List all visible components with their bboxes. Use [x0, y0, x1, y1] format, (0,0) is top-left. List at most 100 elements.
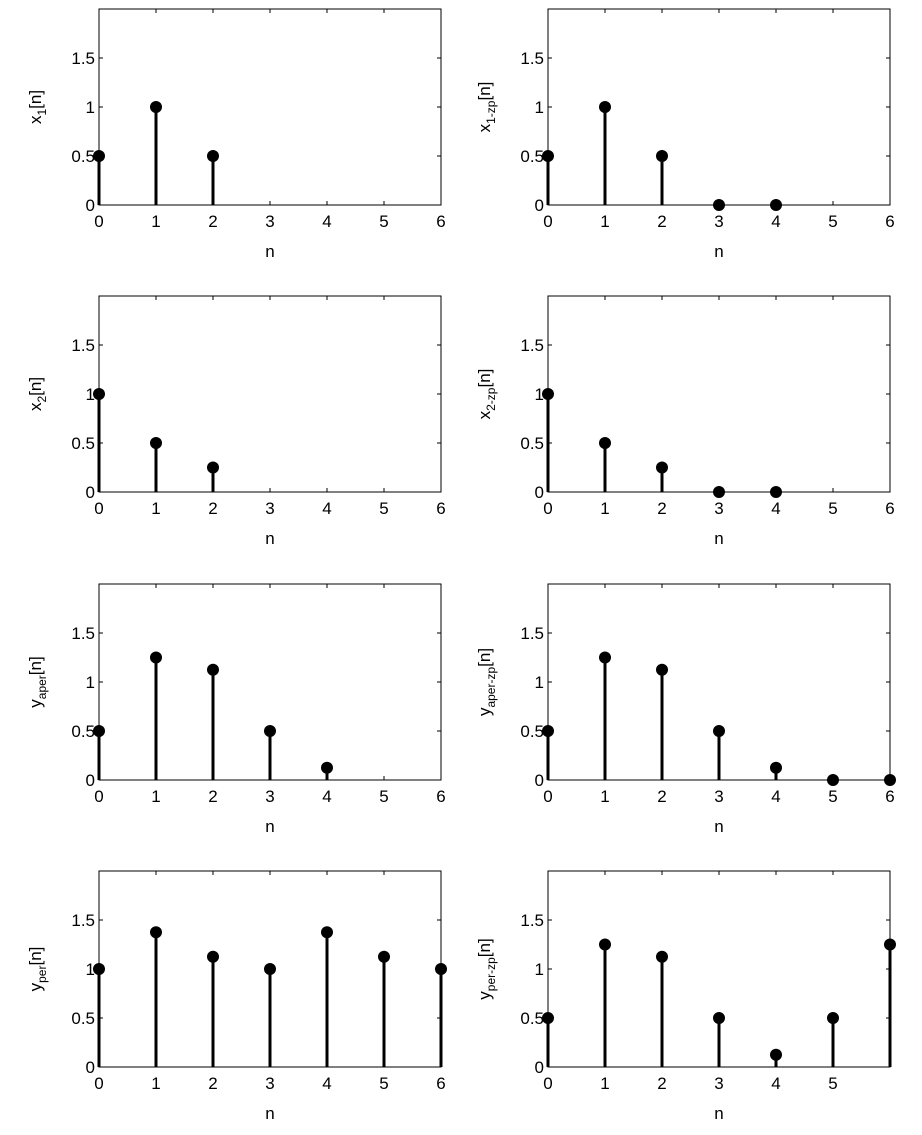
stem-marker: [321, 761, 333, 774]
subplot-5: 0 1 2 3 4 5 6 0 0.5 1 1.5 n yaper[n]: [26, 583, 446, 836]
subplot-8: 0 1 2 3 4 5 0 0.5 1 1.5 n yper-zp[n]: [475, 870, 896, 1123]
stem-marker: [656, 663, 668, 676]
stem-marker: [378, 950, 390, 963]
x-tick-label: 3: [265, 499, 274, 518]
stem-marker: [93, 150, 105, 162]
x-tick-label: 0: [543, 1074, 552, 1093]
y-label-base: y: [475, 991, 494, 1000]
stem-marker: [599, 938, 611, 951]
x-axis-label: n: [265, 529, 274, 548]
x-tick-label: 5: [379, 499, 388, 518]
stem-marker: [93, 388, 105, 400]
y-label-subscript: per-zp: [484, 957, 498, 991]
y-label-suffix: [n]: [26, 947, 45, 966]
y-tick-label: 0: [535, 771, 544, 790]
subplot-2: 0 1 2 3 4 5 6 0 0.5 1 1.5 n x1-zp[n]: [475, 8, 895, 261]
y-tick-label: 1: [86, 385, 95, 404]
stem-marker: [542, 725, 554, 737]
stem-marker: [599, 437, 611, 449]
x-tick-label: 5: [828, 1074, 837, 1093]
x-tick-label: 3: [265, 1074, 274, 1093]
y-tick-label: 1.5: [520, 624, 544, 643]
x-tick-label: 2: [657, 1074, 666, 1093]
y-tick-label: 1: [535, 673, 544, 692]
subplot-4: 0 1 2 3 4 5 6 0 0.5 1 1.5 n x2-zp[n]: [475, 295, 895, 548]
axes-box: [98, 295, 442, 493]
x-tick-label: 6: [885, 499, 894, 518]
x-tick-label: 3: [265, 212, 274, 231]
stem-marker: [542, 150, 554, 162]
y-axis-label: yper-zp[n]: [475, 938, 498, 999]
stem-marker: [542, 388, 554, 400]
y-tick-label: 0.5: [520, 434, 544, 453]
stem-marker: [770, 761, 782, 774]
stem-marker: [656, 150, 668, 162]
x-tick-label: 1: [600, 1074, 609, 1093]
stem-marker: [321, 926, 333, 939]
y-tick-label: 0: [535, 1058, 544, 1077]
x-tick-label: 4: [771, 787, 780, 806]
y-label-suffix: [n]: [475, 938, 494, 957]
x-tick-label: 5: [828, 499, 837, 518]
subplot-7: 0 1 2 3 4 5 6 0 0.5 1 1.5 n yper[n]: [26, 870, 447, 1123]
stem-marker: [713, 486, 725, 498]
x-tick-label: 2: [208, 1074, 217, 1093]
x-tick-label: 1: [600, 212, 609, 231]
x-tick-label: 6: [436, 1074, 445, 1093]
stem-marker: [264, 963, 276, 975]
x-tick-label: 4: [771, 212, 780, 231]
y-label-base: x: [26, 115, 45, 124]
stem-marker: [770, 199, 782, 211]
y-tick-label: 0.5: [520, 1009, 544, 1028]
stem-marker: [713, 725, 725, 737]
x-tick-label: 0: [543, 499, 552, 518]
y-label-base: y: [26, 982, 45, 991]
x-tick-label: 4: [322, 1074, 331, 1093]
x-tick-label: 6: [436, 499, 445, 518]
stem-marker: [884, 774, 896, 786]
stem-marker: [207, 461, 219, 474]
y-tick-label: 0.5: [71, 722, 95, 741]
axes-box: [547, 295, 891, 493]
x-tick-label: 0: [94, 1074, 103, 1093]
y-label-base: x: [26, 402, 45, 411]
y-label-subscript: aper-zp: [484, 667, 498, 708]
stem-marker: [93, 963, 105, 975]
x-tick-label: 4: [322, 212, 331, 231]
x-tick-label: 1: [151, 787, 160, 806]
y-tick-label: 0.5: [71, 1009, 95, 1028]
y-label-subscript: 2-zp: [484, 387, 498, 411]
y-label-base: y: [475, 707, 494, 716]
y-tick-label: 1: [86, 98, 95, 117]
x-tick-label: 0: [543, 212, 552, 231]
y-tick-label: 0: [86, 483, 95, 502]
y-label-suffix: [n]: [26, 656, 45, 675]
stem-marker: [207, 950, 219, 963]
x-tick-label: 1: [151, 212, 160, 231]
y-tick-label: 1: [535, 960, 544, 979]
stem-marker: [93, 725, 105, 737]
y-tick-label: 1.5: [71, 49, 95, 68]
x-tick-label: 1: [600, 787, 609, 806]
y-tick-label: 0.5: [520, 147, 544, 166]
x-tick-label: 0: [543, 787, 552, 806]
y-label-subscript: per: [35, 966, 49, 983]
y-label-base: x: [475, 410, 494, 419]
x-tick-label: 6: [885, 212, 894, 231]
x-tick-label: 3: [714, 787, 723, 806]
y-axis-label: x2-zp[n]: [475, 369, 498, 420]
stem-marker: [770, 486, 782, 498]
stem-marker: [713, 199, 725, 211]
x-axis-label: n: [714, 817, 723, 836]
x-tick-label: 0: [94, 499, 103, 518]
y-tick-label: 0.5: [71, 434, 95, 453]
stem-marker: [656, 461, 668, 474]
y-tick-label: 0.5: [71, 147, 95, 166]
y-tick-label: 0: [86, 196, 95, 215]
x-tick-label: 1: [151, 499, 160, 518]
x-tick-label: 4: [771, 499, 780, 518]
x-tick-label: 2: [657, 499, 666, 518]
y-axis-label: yaper[n]: [26, 656, 49, 707]
y-tick-label: 1.5: [520, 336, 544, 355]
x-axis-label: n: [265, 817, 274, 836]
